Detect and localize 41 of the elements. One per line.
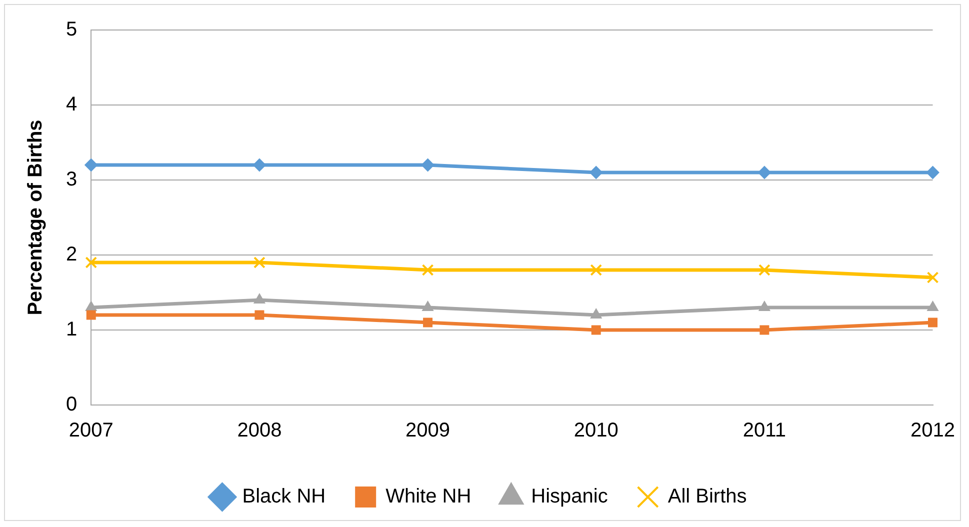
x-tick-label: 2012 — [910, 420, 956, 442]
point — [254, 294, 266, 304]
y-tick-label: 5 — [66, 18, 78, 41]
point — [423, 318, 433, 328]
y-tick-label: 1 — [66, 318, 78, 341]
point — [85, 301, 97, 311]
x-tick-label: 2007 — [68, 420, 114, 442]
point — [590, 166, 603, 179]
point — [421, 158, 434, 172]
x-tick-label: 2009 — [406, 420, 450, 442]
point — [591, 325, 601, 335]
point — [422, 264, 434, 276]
point — [758, 301, 770, 311]
x-tick-label: 2011 — [742, 420, 786, 442]
legend-label: All Births — [668, 486, 747, 508]
y-tick-label: 4 — [66, 94, 78, 116]
point — [84, 158, 98, 172]
legend-label: Hispanic — [531, 486, 608, 508]
point — [927, 301, 938, 311]
point — [760, 325, 770, 335]
legend-label: White NH — [386, 486, 472, 508]
y-tick-label: 0 — [66, 394, 78, 416]
point — [254, 310, 264, 320]
y-axis-title: Percentage of Births — [24, 120, 47, 316]
point — [590, 264, 602, 276]
point — [926, 166, 940, 179]
point — [86, 310, 96, 320]
y-tick-label: 2 — [66, 244, 78, 266]
x-tick-label: 2008 — [237, 420, 282, 442]
point — [926, 272, 939, 284]
point — [928, 318, 938, 328]
point — [590, 308, 602, 318]
point — [252, 158, 266, 172]
x-tick-label: 2010 — [574, 420, 618, 442]
point — [758, 264, 770, 276]
y-tick-label: 3 — [66, 168, 78, 191]
point — [422, 301, 434, 311]
point — [254, 256, 266, 268]
point — [758, 166, 771, 179]
point — [85, 256, 98, 268]
legend-label: Black NH — [242, 486, 326, 508]
